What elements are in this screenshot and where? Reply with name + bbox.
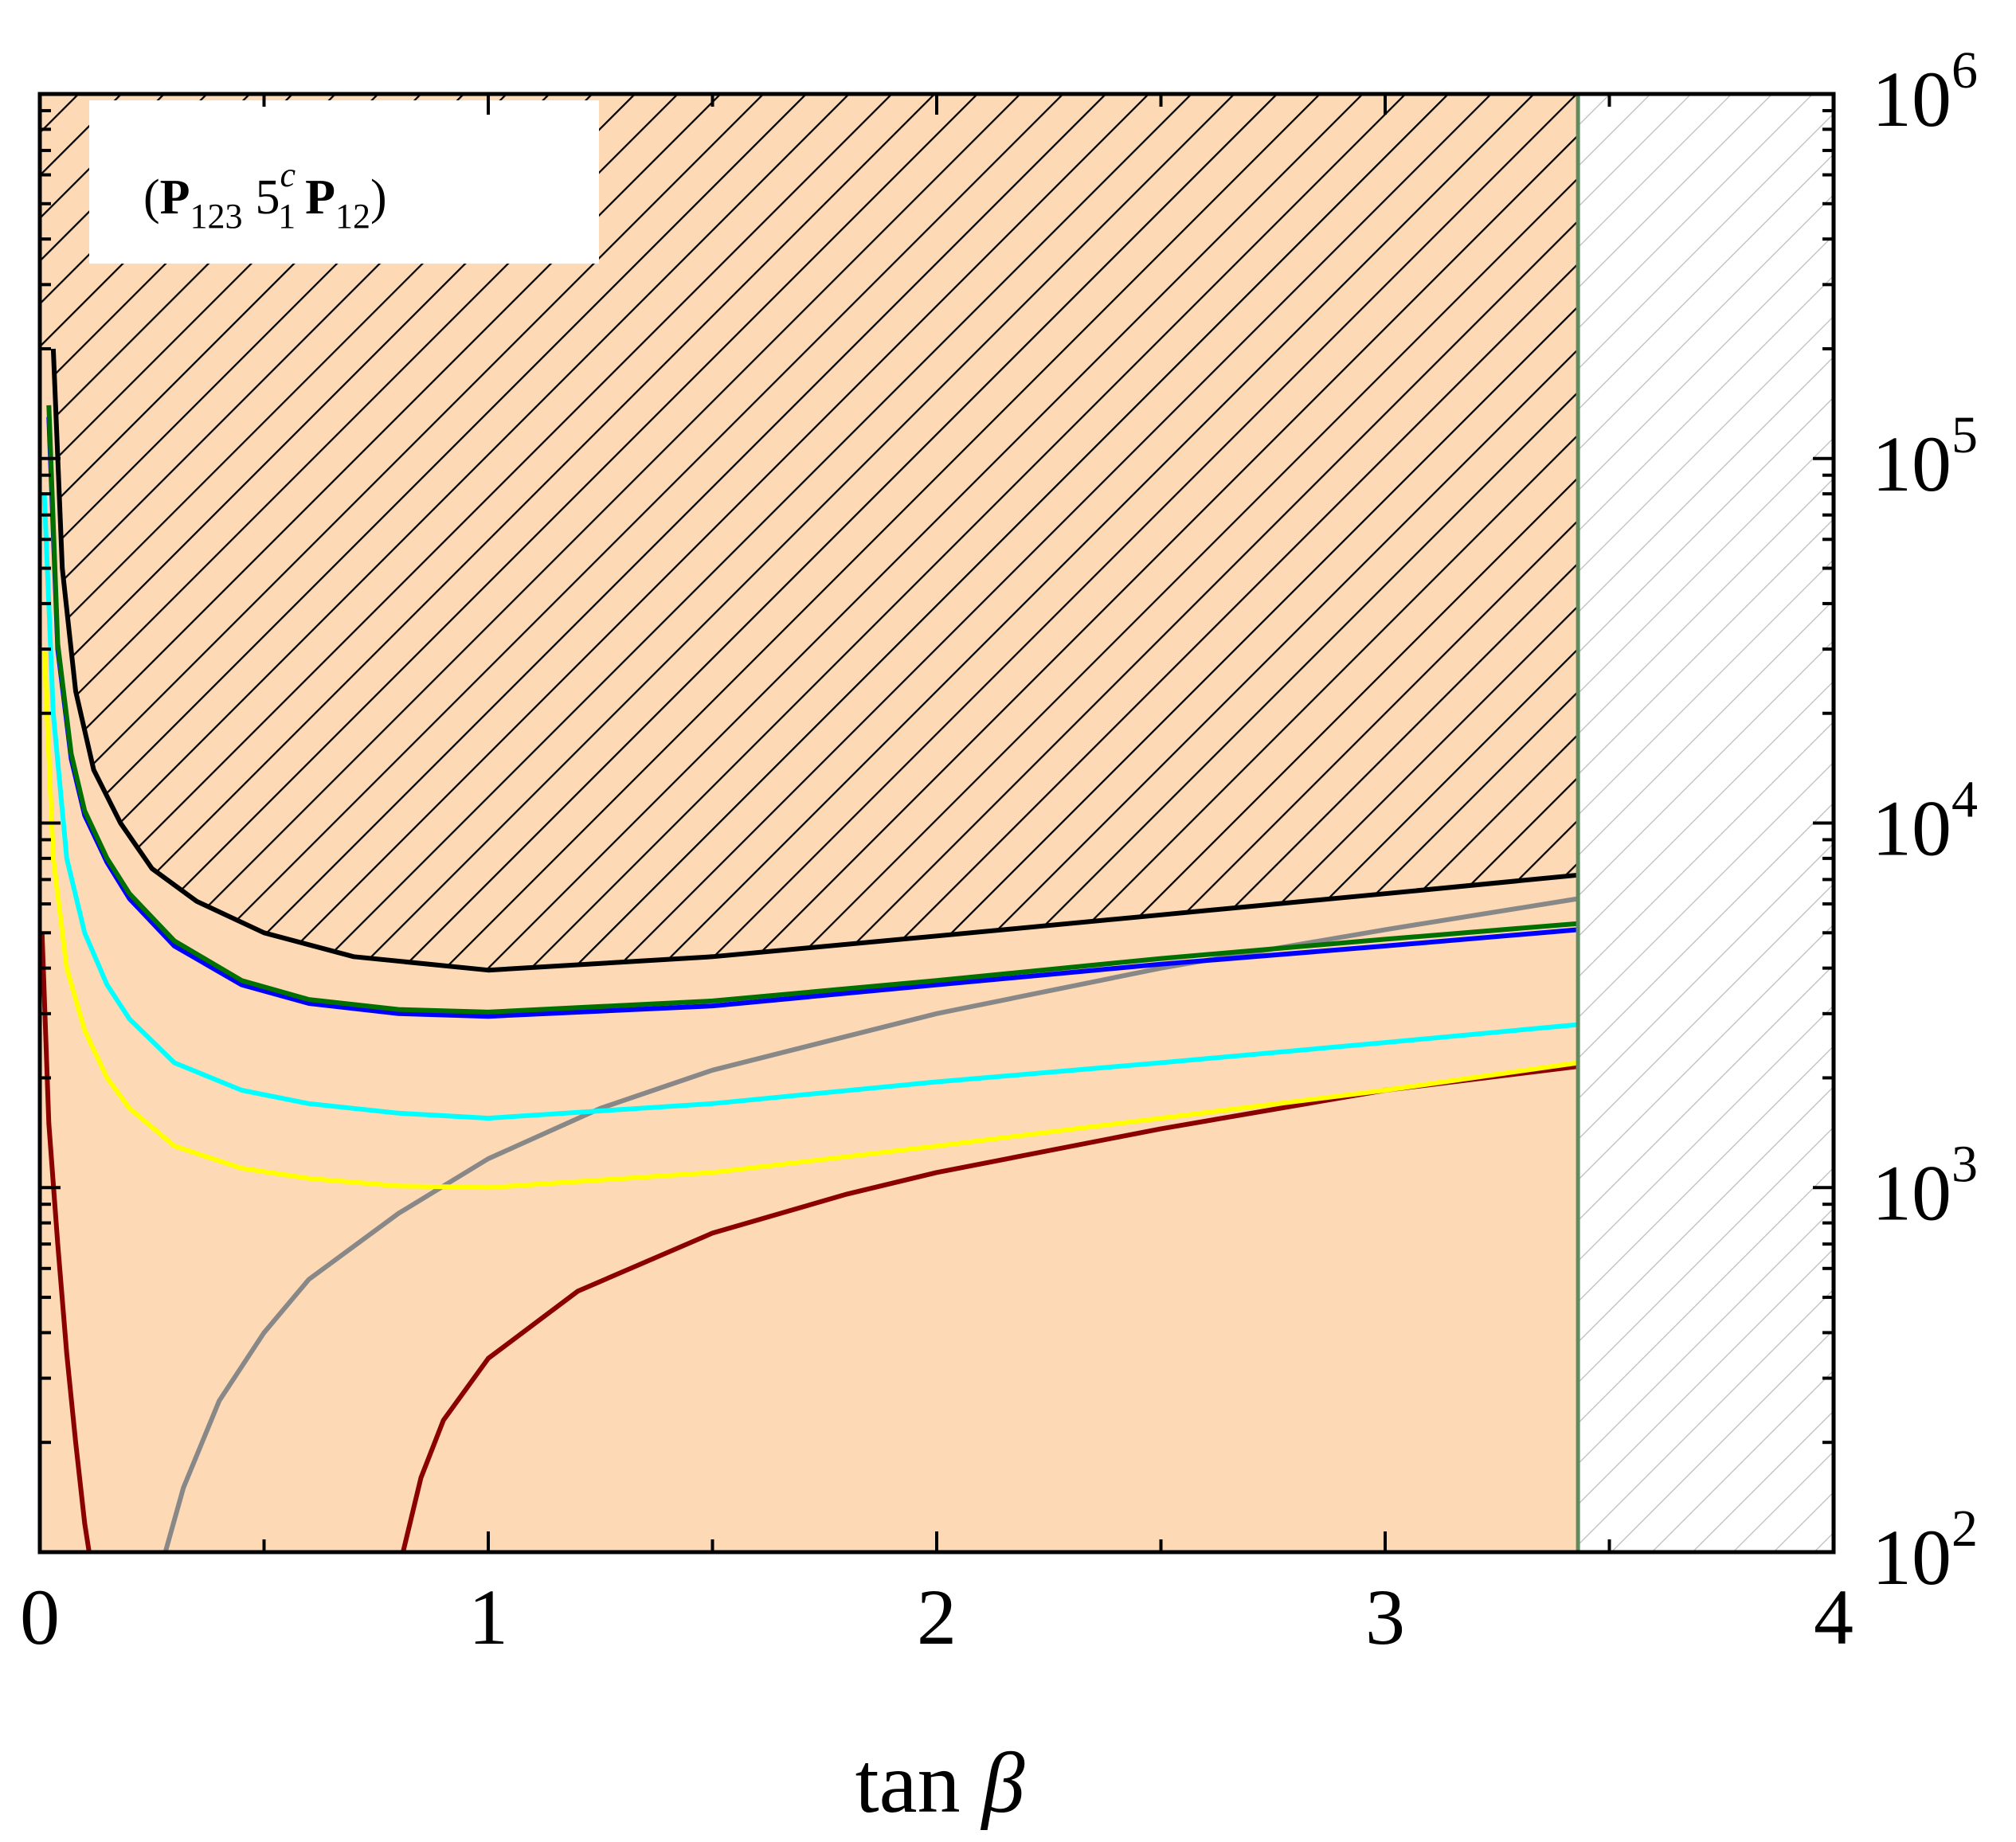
y-tick-label: 102 xyxy=(1872,1500,1978,1601)
x-tick-labels: 0 1 2 3 4 xyxy=(20,1573,1854,1661)
label-mid: 5 xyxy=(256,170,280,225)
label-p2: P xyxy=(305,170,335,225)
label-p1: P xyxy=(160,170,190,225)
y-tick-base: 10 xyxy=(1872,55,1951,143)
y-tick-exponent: 5 xyxy=(1951,406,1978,464)
series-line-boundary xyxy=(50,348,1579,973)
model-label: (P123 5c 1 P12) xyxy=(89,100,599,264)
y-tick-exponent: 2 xyxy=(1951,1500,1978,1558)
y-tick-base: 10 xyxy=(1872,1513,1951,1601)
label-mid-sub: 1 xyxy=(278,197,296,236)
series-line-yellow xyxy=(41,648,1579,1191)
axis-ticks xyxy=(38,92,1835,1554)
label-open: ( xyxy=(143,170,160,225)
series-line-green xyxy=(46,405,1579,1015)
y-tick-base: 10 xyxy=(1872,1148,1951,1237)
y-tick-exponent: 4 xyxy=(1951,771,1978,829)
label-close: ) xyxy=(370,170,387,225)
right-excluded-region xyxy=(1578,94,1834,1552)
x-tick-label: 3 xyxy=(1365,1573,1405,1661)
x-tick-label: 4 xyxy=(1814,1573,1854,1661)
x-tick-label: 2 xyxy=(917,1573,957,1661)
x-tick-label: 1 xyxy=(468,1573,508,1661)
y-tick-exponent: 3 xyxy=(1951,1135,1978,1193)
y-tick-exponent: 6 xyxy=(1951,41,1978,100)
x-axis-label-text: tan xyxy=(855,1736,982,1831)
y-tick-label: 103 xyxy=(1872,1135,1978,1237)
y-tick-base: 10 xyxy=(1872,784,1951,873)
y-tick-label: 106 xyxy=(1872,41,1978,143)
x-axis-label-symbol: β xyxy=(981,1736,1025,1831)
y-tick-label: 104 xyxy=(1872,771,1978,873)
y-tick-base: 10 xyxy=(1872,420,1951,508)
x-axis-label: tan β xyxy=(855,1736,1025,1831)
series-line-cyan xyxy=(41,493,1579,1121)
series-line-darkred-right xyxy=(401,1064,1579,1552)
label-p1-sub: 123 xyxy=(190,197,243,236)
excluded-region-hatch xyxy=(40,94,1579,971)
x-tick-label: 0 xyxy=(20,1573,60,1661)
series-line-gray xyxy=(162,896,1579,1552)
label-background xyxy=(89,100,599,264)
series-line-darkred-left xyxy=(40,933,92,1552)
y-tick-label: 105 xyxy=(1872,406,1978,508)
label-p2-sub: 12 xyxy=(335,197,370,236)
label-mid-sup: c xyxy=(280,155,296,194)
